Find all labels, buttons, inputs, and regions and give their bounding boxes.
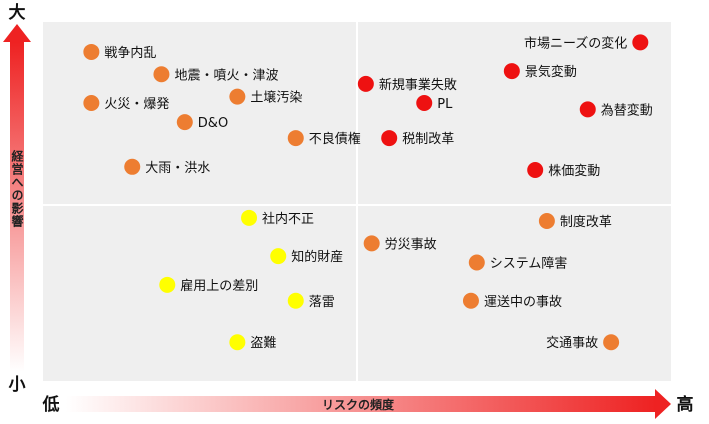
data-point-marker [632, 34, 649, 51]
data-point-marker [462, 292, 479, 309]
data-point-label: PL [437, 97, 453, 112]
data-point-marker [229, 88, 246, 105]
data-point-label: 土壌汚染 [250, 91, 302, 106]
data-point-marker [270, 248, 287, 265]
data-point: 大雨・洪水 [124, 158, 210, 176]
data-point: 景気変動 [503, 63, 577, 80]
data-point: 土壌汚染 [229, 88, 302, 106]
data-point: 市場ニーズの変化 [524, 34, 649, 51]
data-point: 火災・爆発 [83, 94, 169, 112]
data-point-marker [363, 235, 380, 252]
x-axis-high-label: 高 [677, 394, 694, 415]
data-point-marker [83, 94, 100, 111]
data-point: 交通事故 [546, 334, 620, 351]
data-point-label: 不良債権 [309, 131, 361, 147]
data-point-marker [603, 334, 620, 351]
data-point-label: 為替変動 [601, 102, 653, 118]
data-point: 労災事故 [363, 235, 437, 252]
data-point-label: D&O [198, 116, 228, 131]
data-point-label: システム障害 [490, 255, 568, 271]
data-point-marker [229, 334, 246, 351]
data-point-label: 盗難 [250, 335, 276, 351]
data-point-label: 運送中の事故 [484, 295, 562, 310]
data-point-label: 火災・爆発 [104, 97, 169, 112]
data-point: 運送中の事故 [462, 292, 562, 310]
data-point: 税制改革 [381, 130, 454, 147]
data-point: PL [416, 94, 453, 112]
data-point-label: 落雷 [309, 295, 335, 310]
x-axis-arrowhead [655, 389, 671, 419]
data-point: 新規事業失敗 [357, 75, 457, 93]
data-point: D&O [176, 114, 228, 131]
data-point-label: 株価変動 [548, 163, 600, 179]
data-point-label: 市場ニーズの変化 [524, 35, 627, 51]
data-point-marker [159, 276, 176, 293]
data-point-marker [176, 114, 193, 131]
data-point-label: 地震・噴火・津波 [174, 68, 278, 83]
data-point: 知的財産 [270, 248, 343, 265]
data-point: 戦争内乱 [83, 43, 156, 61]
data-point-label: 税制改革 [402, 132, 454, 147]
data-point-label: 交通事故 [546, 335, 598, 351]
data-point-marker [381, 130, 398, 147]
data-point-label: 新規事業失敗 [379, 77, 457, 93]
data-point: 制度改革 [538, 213, 612, 230]
data-point-label: 景気変動 [525, 64, 577, 80]
data-point: 地震・噴火・津波 [153, 66, 278, 83]
y-axis-bar [10, 42, 24, 372]
data-point-marker [357, 75, 374, 92]
data-point: 落雷 [287, 292, 335, 310]
data-point-label: 知的財産 [291, 249, 343, 265]
data-point-marker [287, 292, 304, 309]
x-axis-bar [66, 396, 656, 412]
y-axis-high-label: 大 [9, 2, 26, 23]
x-axis-low-label: 低 [42, 394, 60, 415]
data-point-marker [241, 209, 258, 226]
data-point-marker [153, 66, 170, 83]
data-point-marker [287, 130, 304, 147]
data-point-marker [527, 161, 544, 178]
data-point: 不良債権 [287, 130, 361, 147]
data-point-label: 大雨・洪水 [145, 161, 210, 176]
y-axis-low-label: 小 [9, 375, 26, 395]
data-point: 社内不正 [241, 209, 314, 227]
data-point-label: 戦争内乱 [104, 45, 156, 61]
y-axis-arrowhead [3, 24, 31, 42]
data-point: システム障害 [468, 254, 568, 271]
data-point-label: 労災事故 [385, 237, 437, 252]
data-point-marker [468, 254, 485, 271]
data-point-label: 社内不正 [262, 211, 314, 227]
data-point-marker [579, 101, 596, 118]
data-point: 株価変動 [527, 161, 600, 179]
data-point-marker [503, 63, 520, 80]
data-point-label: 制度改革 [560, 214, 612, 230]
data-point-label: 雇用上の差別 [180, 278, 258, 294]
data-point: 盗難 [229, 334, 276, 351]
data-point-marker [83, 43, 100, 60]
data-point: 為替変動 [579, 101, 653, 118]
data-point: 雇用上の差別 [159, 276, 258, 294]
y-axis-title: 経営への影響 [10, 149, 24, 228]
data-point-marker [416, 94, 433, 111]
data-point-marker [538, 213, 555, 230]
x-axis-title: リスクの頻度 [322, 397, 395, 412]
data-point-marker [124, 158, 141, 175]
